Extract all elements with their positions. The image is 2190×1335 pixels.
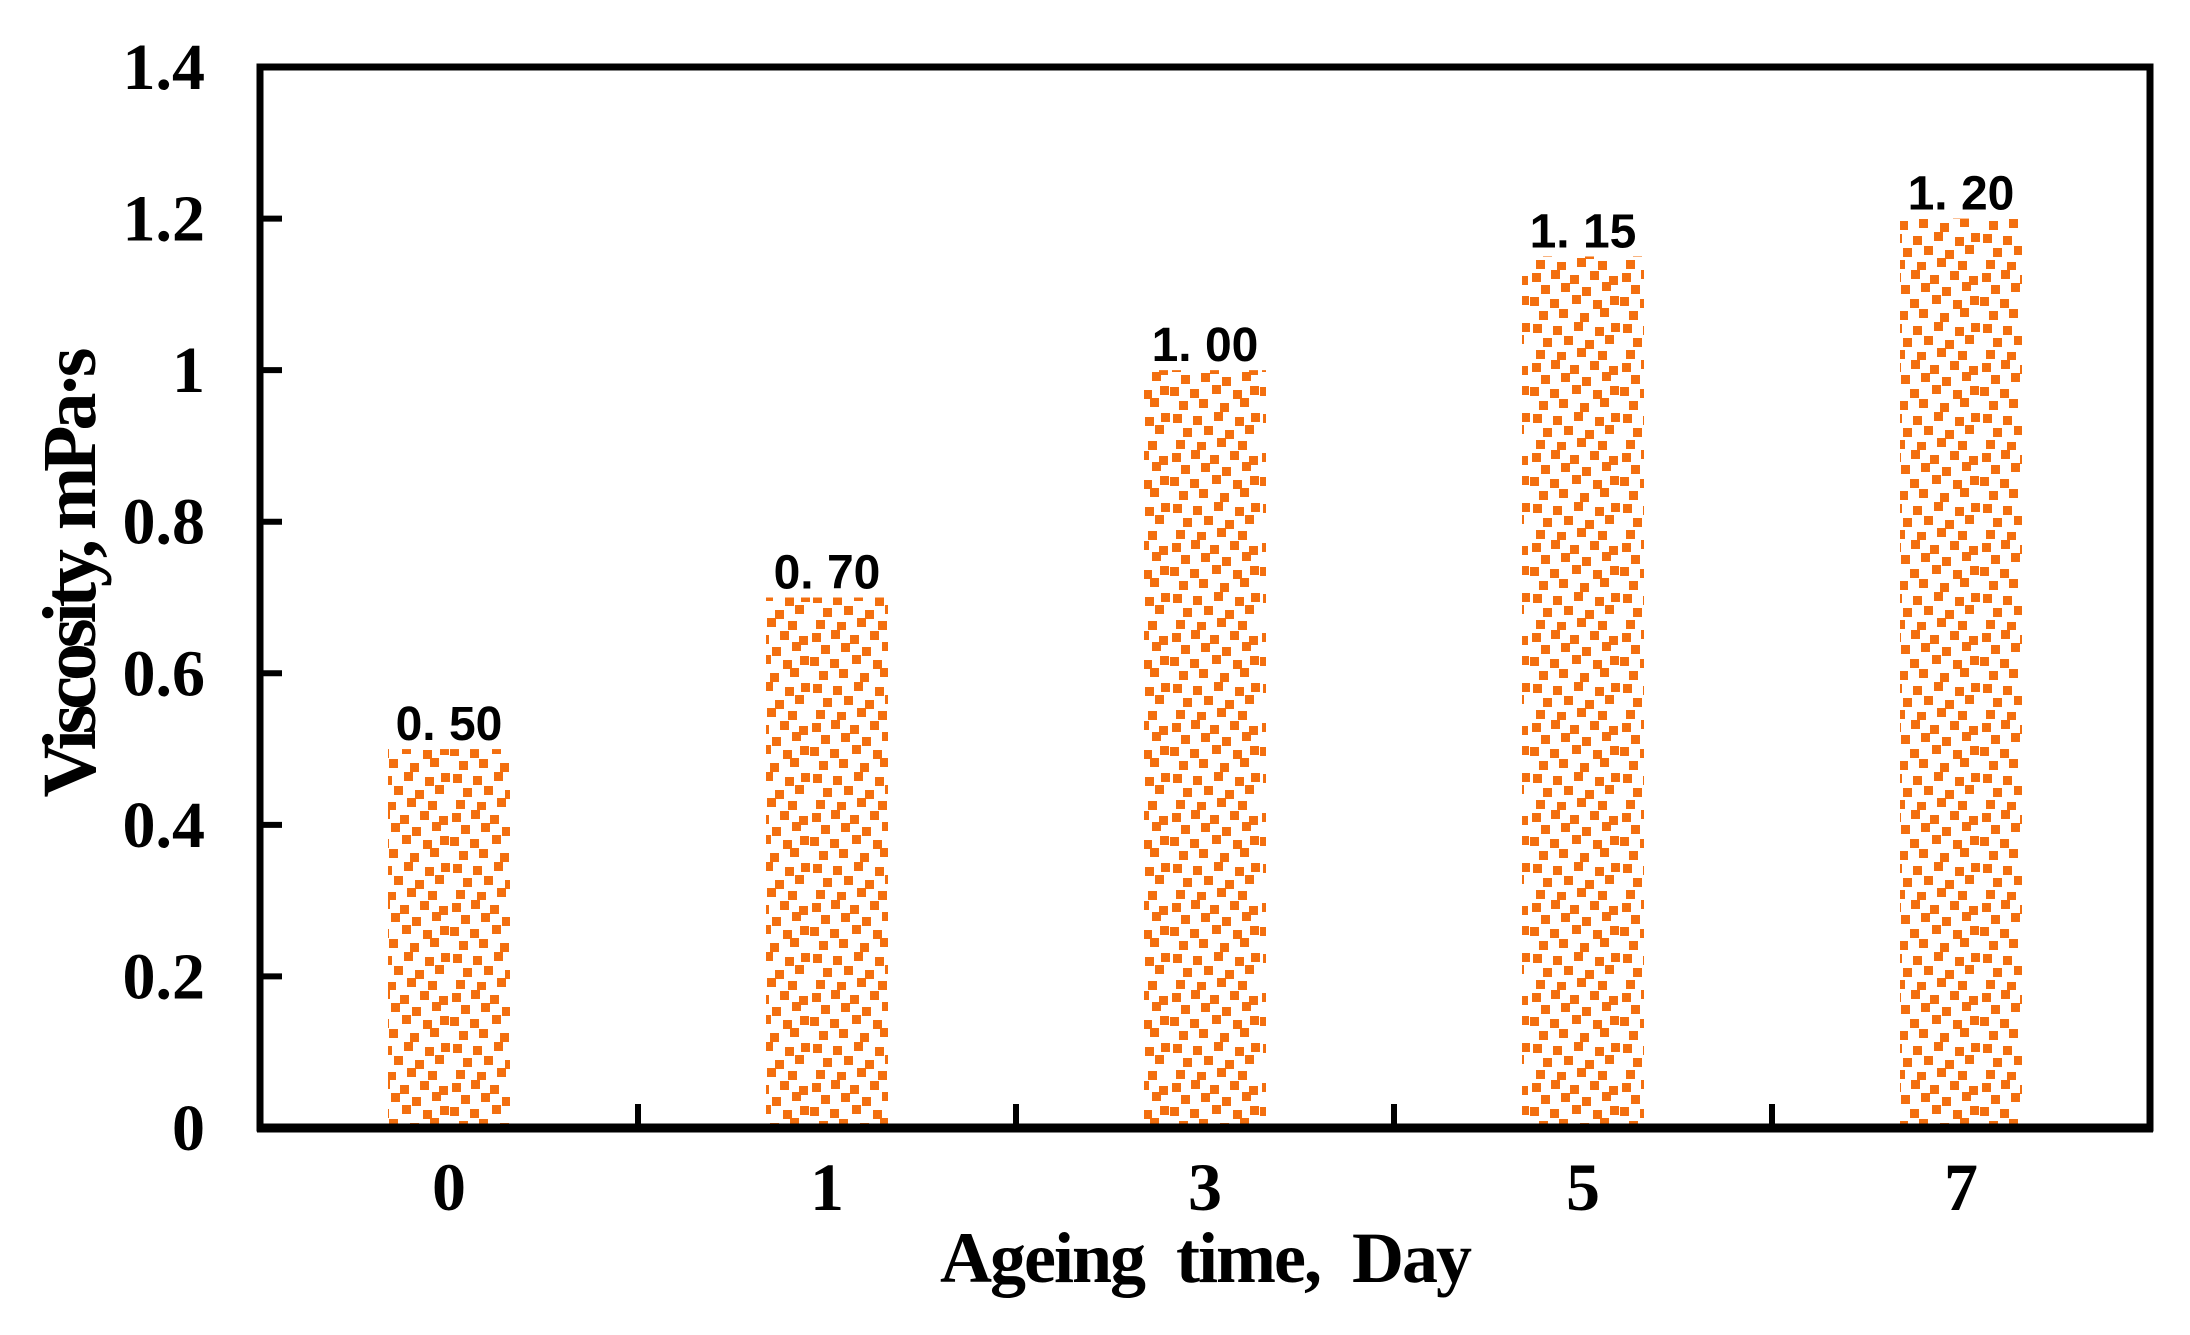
y-tick-label: 1.2: [123, 183, 206, 256]
bar-value-label: 0. 70: [774, 547, 881, 600]
y-axis-title: Viscosity, mPa·s: [28, 349, 112, 797]
y-tick-label: 1.4: [123, 31, 206, 104]
bars-group: [388, 218, 2022, 1129]
bar-day-0: [388, 749, 510, 1128]
bar-value-label: 0. 50: [396, 698, 503, 751]
x-tick-label: 0: [432, 1149, 466, 1225]
x-axis-title: Ageing time, Day: [940, 1218, 1472, 1298]
y-tick-label: 0.2: [123, 940, 206, 1013]
axes-group: [256, 63, 2154, 1133]
x-tick-label: 7: [1944, 1149, 1978, 1225]
x-tick-label: 3: [1188, 1149, 1222, 1225]
x-tick-label: 5: [1566, 1149, 1600, 1225]
bar-day-5: [1522, 256, 1644, 1128]
bar-day-3: [1144, 370, 1266, 1129]
x-tick-label: 1: [810, 1149, 844, 1225]
y-tick-label: 1: [172, 334, 205, 407]
bar-value-label: 1. 00: [1152, 319, 1259, 372]
bar-day-1: [766, 597, 888, 1128]
y-tick-label: 0.4: [123, 789, 206, 862]
bar-value-label: 1. 20: [1908, 168, 2015, 221]
y-tick-label: 0.6: [123, 637, 206, 710]
bar-value-label: 1. 15: [1530, 205, 1637, 258]
labels-group: 0. 50 0 0. 70 1 1. 00 3 1. 15 5 1. 20 7 0 0.2 0.4 0.6…: [123, 31, 2015, 1225]
bar-day-7: [1900, 218, 2022, 1129]
y-tick-label: 0.8: [123, 486, 206, 559]
y-tick-label: 0: [172, 1092, 205, 1165]
